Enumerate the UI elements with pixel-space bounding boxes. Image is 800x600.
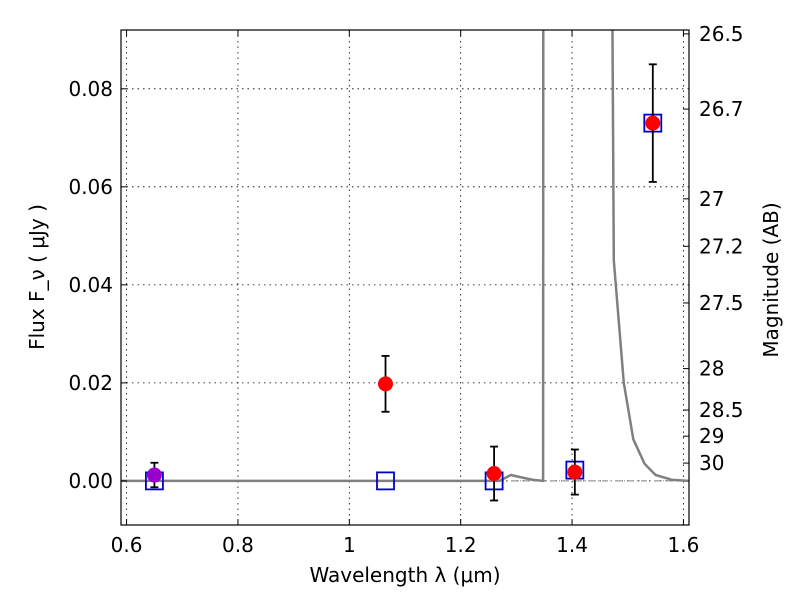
data-point: [567, 464, 583, 480]
y-tick-label: 0.00: [68, 469, 113, 493]
y2-tick-label: 27: [699, 187, 724, 211]
model-curve: [121, 30, 689, 483]
y-axis-label: Flux F_ν ( μJy ): [25, 204, 49, 350]
x-tick-label: 1.6: [668, 533, 700, 557]
y2-tick-label: 29: [699, 424, 724, 448]
ticks: 0.6 0.8 1 1.2 1.4 1.6 0.00 0.02 0.04 0.06 0.08 26.5…: [68, 22, 743, 557]
y2-tick-label: 27.2: [699, 234, 744, 258]
grid: [121, 30, 689, 525]
x-tick-label: 1: [343, 533, 356, 557]
x-tick-label: 0.8: [222, 533, 254, 557]
x-tick-label: 1.4: [556, 533, 588, 557]
y2-tick-label: 26.7: [699, 97, 744, 121]
y-tick-label: 0.04: [68, 273, 113, 297]
y2-axis-label: Magnitude (AB): [759, 202, 783, 357]
y2-tick-label: 28.5: [699, 398, 744, 422]
data-point: [146, 467, 162, 483]
y-tick-label: 0.02: [68, 371, 113, 395]
x-tick-label: 1.2: [445, 533, 477, 557]
data-point: [378, 376, 394, 392]
y2-tick-label: 27.5: [699, 291, 744, 315]
data-point: [645, 115, 661, 131]
data-layer: [121, 30, 689, 502]
model-point: [376, 471, 395, 491]
y2-tick-label: 26.5: [699, 22, 744, 46]
y-tick-label: 0.08: [68, 77, 113, 101]
x-axis-label: Wavelength λ (μm): [309, 563, 500, 587]
y2-tick-label: 28: [699, 357, 724, 381]
y-tick-label: 0.06: [68, 175, 113, 199]
plot-frame: [120, 29, 690, 526]
y2-tick-label: 30: [699, 451, 724, 475]
x-tick-label: 0.6: [111, 533, 143, 557]
data-point: [486, 466, 502, 482]
